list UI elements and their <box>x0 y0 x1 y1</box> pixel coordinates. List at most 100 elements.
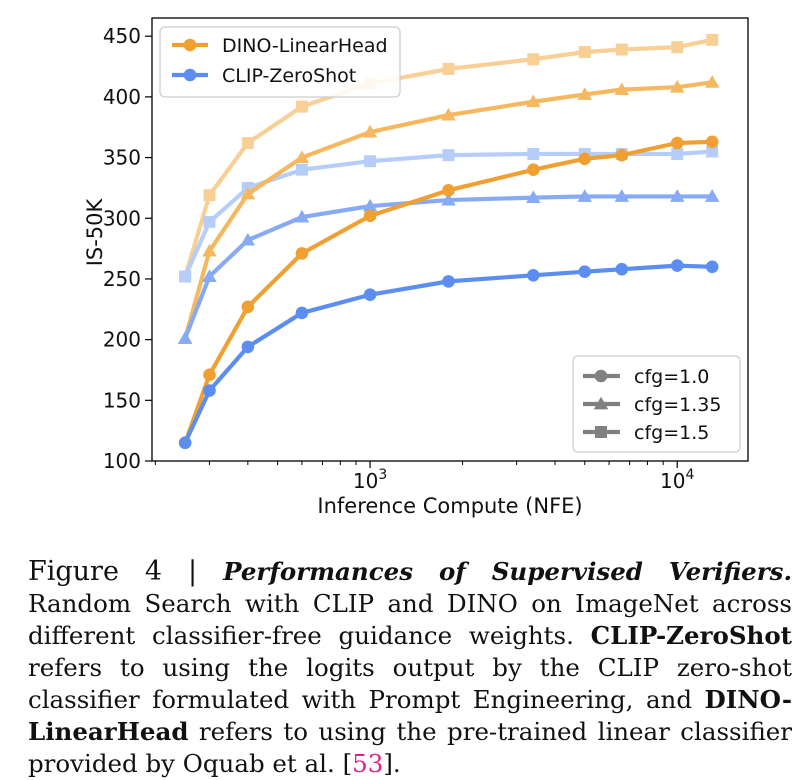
data-point <box>526 94 541 108</box>
data-point <box>671 41 684 54</box>
legend-methods: DINO-LinearHead CLIP-ZeroShot <box>159 26 401 98</box>
y-axis-ticks: 100 150 200 250 300 350 400 450 <box>103 24 152 473</box>
series-clip-zeroshot-cfg-1-35 <box>177 189 720 344</box>
data-point <box>706 33 719 46</box>
legend-marker <box>183 68 197 82</box>
data-point <box>177 331 193 344</box>
data-point <box>705 135 719 149</box>
legend-marker <box>593 396 609 410</box>
y-tick-label: 200 <box>103 328 141 352</box>
y-tick-label: 400 <box>103 85 141 109</box>
legend-marker <box>595 426 607 438</box>
x-axis-ticks: 103 104 <box>154 461 694 493</box>
data-point <box>671 147 684 160</box>
data-point <box>577 87 593 100</box>
data-point <box>294 150 310 164</box>
caption-text-4: ]. <box>383 749 401 778</box>
data-point <box>442 62 455 75</box>
legend-label: DINO-LinearHead <box>222 35 388 57</box>
caption-text-2: refers to using the logits output by the… <box>28 653 792 714</box>
data-point <box>706 145 719 158</box>
data-point <box>295 247 309 260</box>
series-clip-zeroshot-cfg-1-0 <box>178 259 719 450</box>
data-point <box>362 124 378 138</box>
data-point <box>295 100 308 113</box>
legend-marker <box>594 369 608 383</box>
series-dino-linearhead-cfg-1-35 <box>177 75 720 344</box>
data-point <box>241 300 255 314</box>
data-point <box>704 75 720 88</box>
data-point <box>295 163 308 176</box>
data-point <box>614 189 630 202</box>
y-tick-label: 250 <box>103 267 141 291</box>
data-point <box>705 260 719 274</box>
data-point <box>615 148 629 162</box>
data-point <box>240 186 256 200</box>
caption-title: Performances of Supervised Verifiers. <box>223 557 793 586</box>
data-point <box>526 190 541 204</box>
citation-link[interactable]: 53 <box>352 749 384 778</box>
data-point <box>241 340 255 354</box>
caption-term-dino: DINO-LinearHead <box>28 685 792 746</box>
data-point <box>203 368 216 382</box>
legend-entry: cfg=1.5 <box>583 422 709 444</box>
figure-caption: Figure 4 | Performances of Supervised Ve… <box>28 556 792 780</box>
figure-chart: 100 150 200 250 300 350 400 450 103 104 IS-50K I… <box>83 17 749 518</box>
data-point <box>669 189 685 202</box>
data-point <box>362 198 378 212</box>
y-tick-label: 450 <box>103 24 141 48</box>
y-axis-label: IS-50K <box>83 197 107 266</box>
y-tick-label: 350 <box>103 146 141 170</box>
data-point <box>614 82 630 96</box>
data-point <box>527 53 540 66</box>
data-point <box>441 192 456 206</box>
legend-cfg-box <box>572 355 741 453</box>
data-point <box>527 269 540 282</box>
data-point <box>179 270 192 283</box>
series-line <box>183 149 713 278</box>
legend-methods-box <box>159 26 401 98</box>
data-point <box>577 189 593 202</box>
data-point <box>442 184 455 197</box>
series-line <box>183 80 713 339</box>
legend-label: cfg=1.35 <box>634 394 721 416</box>
caption-text-3: refers to using the pre-trained linear c… <box>28 717 792 778</box>
data-point <box>295 306 309 320</box>
y-tick-label: 300 <box>103 206 141 230</box>
data-point <box>527 163 540 177</box>
legend-entry: cfg=1.0 <box>583 366 709 388</box>
data-point <box>615 262 629 276</box>
data-point <box>670 136 684 150</box>
y-tick-label: 100 <box>103 449 141 473</box>
legend-marker <box>183 38 197 52</box>
data-point <box>202 269 217 282</box>
data-point <box>615 43 628 56</box>
data-point <box>578 265 592 278</box>
data-point <box>527 147 540 160</box>
legend-entry: CLIP-ZeroShot <box>172 65 356 87</box>
series-clip-zeroshot-cfg-1-5 <box>179 145 719 283</box>
caption-text-1: Random Search with CLIP and DINO on Imag… <box>28 589 792 650</box>
data-point <box>442 275 455 288</box>
x-tick-label: 103 <box>353 467 387 493</box>
legend-label: cfg=1.5 <box>634 422 709 444</box>
series-layer <box>177 33 720 450</box>
x-axis-label: Inference Compute (NFE) <box>317 494 582 518</box>
legend-label: CLIP-ZeroShot <box>222 65 356 87</box>
plot-frame <box>151 17 749 462</box>
data-point <box>203 384 216 397</box>
data-point <box>241 137 254 149</box>
caption-figure-label: Figure 4 | <box>28 556 224 587</box>
data-point <box>704 189 720 202</box>
data-point <box>364 155 377 168</box>
data-point <box>670 259 684 272</box>
data-point <box>578 152 592 166</box>
legend-label: cfg=1.0 <box>634 366 709 388</box>
data-point <box>363 209 377 223</box>
data-point <box>202 243 217 257</box>
data-point <box>669 79 685 93</box>
legend-entry: cfg=1.35 <box>583 394 721 416</box>
data-point <box>240 232 256 246</box>
data-point <box>363 288 377 302</box>
legend-entry: DINO-LinearHead <box>172 35 388 57</box>
